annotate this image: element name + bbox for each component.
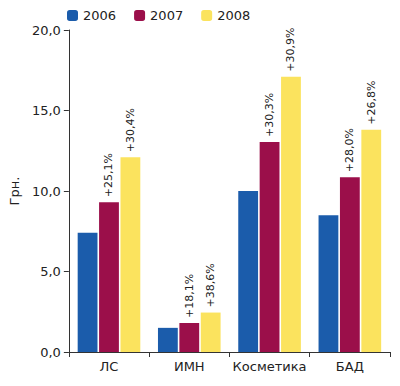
svg-text:+30,3%: +30,3% (263, 93, 276, 137)
svg-text:+30,9%: +30,9% (284, 28, 297, 72)
svg-text:5,0: 5,0 (40, 264, 61, 279)
svg-text:2006: 2006 (83, 8, 116, 23)
svg-text:Грн.: Грн. (7, 177, 22, 206)
svg-text:ИМН: ИМН (174, 359, 205, 374)
svg-text:20,0: 20,0 (32, 23, 61, 38)
svg-text:+25,1%: +25,1% (102, 153, 115, 197)
svg-text:0,0: 0,0 (40, 345, 61, 360)
svg-text:Косметика: Косметика (233, 359, 307, 374)
svg-text:+30,4%: +30,4% (124, 108, 137, 152)
svg-text:+18,1%: +18,1% (183, 274, 196, 318)
svg-text:+26,8%: +26,8% (365, 81, 378, 125)
svg-text:2008: 2008 (217, 8, 250, 23)
svg-text:+38,6%: +38,6% (204, 263, 217, 307)
svg-text:10,0: 10,0 (32, 184, 61, 199)
svg-text:2007: 2007 (150, 8, 183, 23)
svg-text:15,0: 15,0 (32, 103, 61, 118)
svg-text:ЛС: ЛС (100, 359, 119, 374)
svg-text:+28,0%: +28,0% (343, 128, 356, 172)
svg-text:БАД: БАД (336, 359, 364, 374)
